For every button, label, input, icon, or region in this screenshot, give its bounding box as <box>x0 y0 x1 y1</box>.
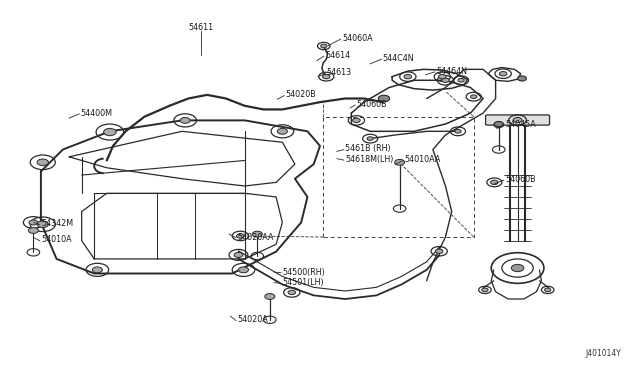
Circle shape <box>92 267 102 273</box>
Circle shape <box>265 294 275 299</box>
Text: 54614: 54614 <box>325 51 350 60</box>
Circle shape <box>455 129 461 133</box>
Circle shape <box>494 122 503 126</box>
Circle shape <box>513 118 522 122</box>
Text: 54501(LH): 54501(LH) <box>282 278 324 287</box>
Text: 54464N: 54464N <box>436 67 467 76</box>
Text: 54060B: 54060B <box>505 175 536 184</box>
Circle shape <box>491 180 498 185</box>
Text: J401014Y: J401014Y <box>585 349 621 358</box>
Circle shape <box>482 288 488 292</box>
Circle shape <box>438 74 446 79</box>
Text: 54010AA: 54010AA <box>404 155 441 164</box>
Circle shape <box>470 95 477 99</box>
Circle shape <box>367 137 373 141</box>
Circle shape <box>37 159 49 166</box>
Circle shape <box>288 290 296 295</box>
Circle shape <box>353 118 360 122</box>
Circle shape <box>37 221 49 228</box>
Circle shape <box>321 44 327 48</box>
Circle shape <box>29 220 38 225</box>
Circle shape <box>277 128 287 134</box>
Text: 54500(RH): 54500(RH) <box>282 267 325 276</box>
Circle shape <box>180 118 190 123</box>
Circle shape <box>378 95 390 102</box>
Circle shape <box>404 74 412 79</box>
Circle shape <box>435 249 443 253</box>
Circle shape <box>499 71 507 76</box>
Text: 54400M: 54400M <box>81 109 113 118</box>
Text: 54020A: 54020A <box>237 315 268 324</box>
Text: 54611: 54611 <box>188 23 213 32</box>
Text: 54613: 54613 <box>326 68 351 77</box>
Text: 54060B: 54060B <box>356 100 387 109</box>
FancyBboxPatch shape <box>486 115 550 125</box>
Circle shape <box>252 231 262 237</box>
Circle shape <box>442 78 449 83</box>
Circle shape <box>493 122 504 128</box>
Circle shape <box>323 74 330 79</box>
Circle shape <box>104 128 116 136</box>
Text: 54045A: 54045A <box>505 120 536 129</box>
Text: 54010A: 54010A <box>41 235 72 244</box>
Circle shape <box>458 78 464 82</box>
Text: 54618M(LH): 54618M(LH) <box>345 155 394 164</box>
Circle shape <box>234 252 243 257</box>
Circle shape <box>545 288 551 292</box>
Circle shape <box>395 159 404 165</box>
Text: 54020AA: 54020AA <box>237 232 274 241</box>
Circle shape <box>28 228 38 233</box>
Circle shape <box>518 76 526 81</box>
Text: 54020B: 54020B <box>285 90 316 99</box>
Text: 544C4N: 544C4N <box>383 54 414 63</box>
Circle shape <box>239 267 248 273</box>
Text: 5461B (RH): 5461B (RH) <box>345 144 390 153</box>
Circle shape <box>237 234 244 238</box>
Circle shape <box>511 264 524 272</box>
Text: 54342M: 54342M <box>41 219 73 228</box>
Text: 54060A: 54060A <box>342 34 372 43</box>
